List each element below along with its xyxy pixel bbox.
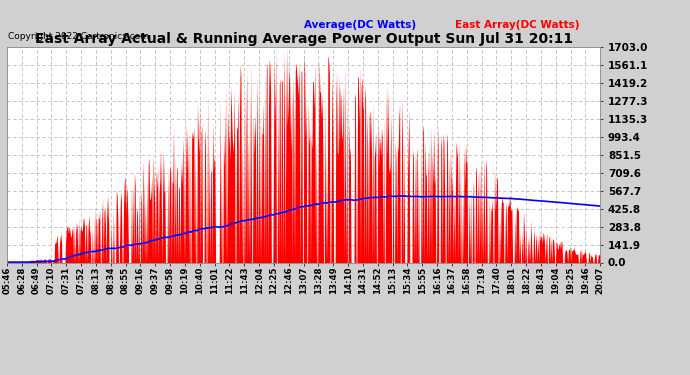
- Title: East Array Actual & Running Average Power Output Sun Jul 31 20:11: East Array Actual & Running Average Powe…: [34, 32, 573, 46]
- Text: Average(DC Watts): Average(DC Watts): [304, 20, 415, 30]
- Text: East Array(DC Watts): East Array(DC Watts): [455, 20, 580, 30]
- Text: Copyright 2022 Cartronics.com: Copyright 2022 Cartronics.com: [8, 32, 149, 41]
